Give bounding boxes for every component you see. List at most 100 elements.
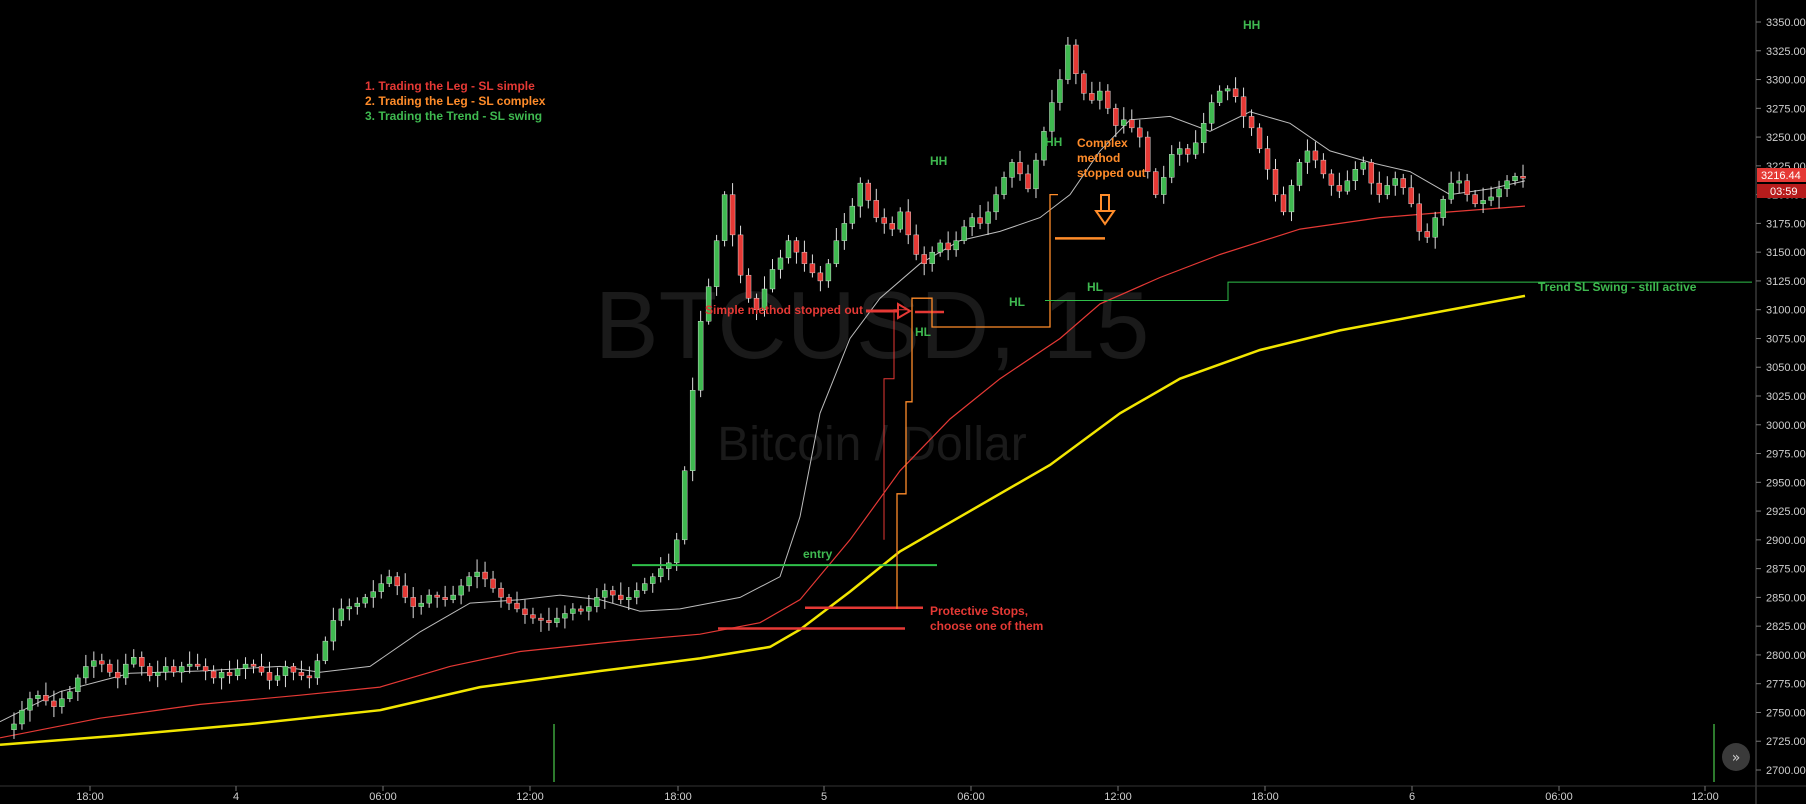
candle-body	[929, 251, 935, 264]
candle-body	[658, 568, 664, 577]
candle-body	[1352, 169, 1359, 182]
candle-body	[27, 698, 33, 711]
candle-body	[1089, 93, 1095, 101]
candle-body	[634, 590, 640, 598]
candle-body	[1320, 159, 1327, 175]
candle-body	[1272, 169, 1279, 195]
candle-body	[1176, 148, 1183, 155]
candle-body	[745, 274, 752, 299]
volume-bar	[1713, 724, 1715, 782]
candle-body	[1424, 231, 1430, 238]
candle-body	[186, 663, 193, 667]
candle-body	[921, 254, 927, 264]
candle-body	[602, 590, 608, 598]
candle-body	[91, 660, 97, 667]
candle-body	[753, 297, 760, 310]
x-tick-label: 18:00	[76, 791, 104, 803]
candle-body	[474, 571, 480, 577]
x-tick-label: 06:00	[957, 791, 985, 803]
y-tick-label: 3275.00	[1766, 103, 1806, 115]
moving-averages	[0, 111, 1526, 746]
candle-body	[51, 700, 57, 707]
candle-body	[131, 657, 137, 665]
candle-body	[1097, 90, 1103, 101]
candle-body	[905, 211, 911, 236]
y-tick-label: 3125.00	[1766, 276, 1806, 288]
candle-body	[769, 269, 776, 290]
candle-body	[697, 321, 704, 391]
candle-body	[945, 242, 951, 251]
ma-red-line	[0, 205, 1526, 739]
candle-body	[19, 709, 25, 725]
candle-body	[434, 594, 440, 598]
candle-body	[1264, 148, 1271, 170]
y-tick-label: 3050.00	[1766, 362, 1806, 374]
candle-body	[418, 602, 424, 607]
entry-label: entry	[803, 547, 833, 561]
candle-body	[1001, 177, 1007, 195]
candle-body	[889, 223, 895, 230]
candle-body	[1408, 187, 1414, 205]
candle-body	[1496, 188, 1502, 198]
candle-body	[785, 240, 792, 259]
candle-body	[162, 666, 169, 673]
candle-body	[1504, 180, 1510, 190]
y-tick-label: 2875.00	[1766, 564, 1806, 576]
y-tick-label: 2825.00	[1766, 621, 1806, 633]
candle-body	[594, 597, 600, 607]
candle-body	[1296, 162, 1303, 186]
candle-body	[825, 263, 832, 282]
candle-body	[506, 597, 512, 604]
candle-body	[1440, 199, 1446, 218]
scroll-to-realtime-button[interactable]: »	[1722, 743, 1750, 771]
candle-body	[514, 602, 520, 610]
candle-body	[969, 217, 975, 228]
candle-body	[1232, 88, 1239, 97]
candle-body	[362, 597, 368, 604]
trend-swing-stop-line	[1045, 281, 1752, 301]
candle-body	[11, 723, 17, 730]
y-tick-label: 3250.00	[1766, 132, 1806, 144]
y-tick-label: 2925.00	[1766, 506, 1806, 518]
candle-body	[1520, 176, 1526, 179]
y-tick-label: 3325.00	[1766, 46, 1806, 58]
complex-stopped-label-2: method	[1077, 151, 1120, 165]
candle-body	[705, 286, 712, 322]
candle-body	[266, 671, 273, 681]
candle-body	[274, 675, 281, 681]
candle-body	[306, 675, 313, 679]
candle-body	[1368, 162, 1375, 184]
candle-body	[298, 671, 305, 676]
candle-body	[107, 663, 113, 673]
candle-body	[546, 620, 552, 623]
candle-body	[1025, 173, 1031, 190]
candle-body	[985, 211, 991, 224]
y-tick-label: 2850.00	[1766, 592, 1806, 604]
candle-body	[202, 666, 209, 672]
complex-stop-arrow-icon	[1094, 194, 1116, 226]
candle-body	[426, 594, 432, 604]
candle-body	[458, 585, 464, 596]
candle-body	[1224, 88, 1231, 92]
candle-body	[1512, 176, 1518, 182]
candle-body	[1041, 131, 1047, 161]
sma-gray-line	[0, 111, 1526, 723]
candle-body	[99, 660, 105, 665]
candle-body	[1416, 203, 1422, 232]
candle-body	[1336, 185, 1343, 192]
stop-lines	[632, 193, 1752, 630]
candle-body	[1145, 136, 1151, 172]
candle-body	[1192, 142, 1199, 155]
candle-body	[370, 591, 376, 598]
legend-item-sl-simple: 1. Trading the Leg - SL simple	[365, 79, 535, 93]
candle-body	[1432, 217, 1438, 238]
candle-body	[322, 640, 329, 661]
candle-body	[817, 272, 824, 282]
candle-body	[1304, 150, 1311, 163]
swing-label-hh: HH	[930, 154, 947, 168]
candle-body	[178, 666, 185, 673]
candle-body	[953, 240, 959, 251]
candle-body	[833, 240, 840, 264]
candle-body	[538, 617, 544, 621]
candle-body	[897, 211, 903, 230]
